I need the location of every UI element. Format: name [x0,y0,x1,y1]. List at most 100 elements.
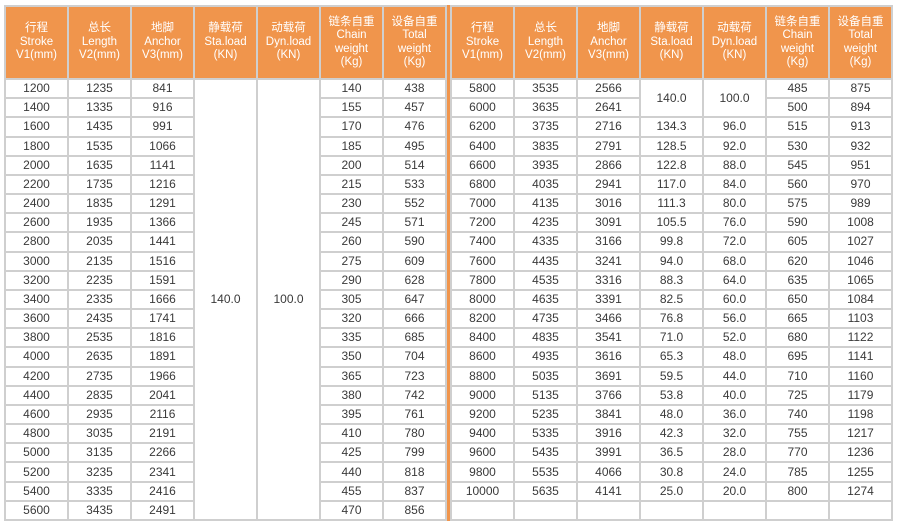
table-row: 2000 1635 1141 200 514 [4,154,447,176]
table-row: 1800 1535 1066 185 495 [4,135,447,157]
cell-length: 4135 [513,193,578,215]
cell-total-weight: 628 [382,269,447,291]
cell-length: 3935 [513,154,578,176]
cell-length: 3035 [67,423,132,445]
cell-stroke: 4800 [4,423,69,445]
cell-length: 5435 [513,442,578,464]
cell-length: 5335 [513,423,578,445]
cell-anchor: 1741 [130,308,195,330]
col-header-stroke: 行程 Stroke V1(mm) [450,5,515,80]
cell-dyn-load: 48.0 [702,346,767,368]
cell-dyn-load: 20.0 [702,480,767,502]
cell-total-weight: 818 [382,461,447,483]
cell-length: 3335 [67,480,132,502]
merged-cell-dyn-load: 100.0 [256,78,321,521]
cell-chain-weight: 230 [319,193,384,215]
cell-anchor: 3541 [576,327,641,349]
table-row: 4800 3035 2191 410 780 [4,423,447,445]
cell-stroke: 2800 [4,231,69,253]
cell-total-weight: 780 [382,423,447,445]
cell-anchor: 1141 [130,154,195,176]
cell-length: 4235 [513,212,578,234]
col-header-total-weight: 设备自重 Total weight (Kg) [382,5,447,80]
cell-anchor: 3841 [576,403,641,426]
table-row: 6800 4035 2941 117.0 84.0 560 970 [450,173,893,196]
cell-stroke: 6600 [450,154,515,176]
cell-anchor: 3616 [576,346,641,368]
table-row: 5200 3235 2341 440 818 [4,461,447,483]
cell-total-weight: 1046 [828,250,893,272]
cell-chain-weight: 755 [765,423,830,445]
cell-total-weight: 533 [382,173,447,196]
cell-anchor [576,499,641,522]
cell-chain-weight: 800 [765,480,830,502]
cell-stroke: 5000 [4,442,69,464]
cell-stroke: 2400 [4,193,69,215]
cell-stroke: 9200 [450,403,515,426]
table-row: 1200 1235 841 140.0 100.0 140 438 [4,77,447,521]
cell-chain-weight: 350 [319,346,384,368]
cell-length: 5235 [513,403,578,426]
spec-table-right: 行程 Stroke V1(mm) 总长 Length V2(mm) 地脚 Anchor V3(m… [450,5,893,522]
cell-sta-load: 128.5 [639,135,704,157]
cell-chain-weight: 155 [319,97,384,119]
cell-length: 3135 [67,442,132,464]
cell-anchor: 1216 [130,173,195,196]
table-row: 9600 5435 3991 36.5 28.0 770 1236 [450,442,893,464]
cell-dyn-load: 40.0 [702,384,767,406]
cell-total-weight: 894 [828,97,893,119]
cell-length: 2135 [67,250,132,272]
cell-anchor: 991 [130,116,195,138]
cell-chain-weight: 275 [319,250,384,272]
cell-total-weight: 913 [828,116,893,138]
cell-stroke: 1400 [4,97,69,119]
cell-length: 5035 [513,365,578,387]
cell-anchor: 3316 [576,269,641,291]
cell-stroke: 7400 [450,231,515,253]
cell-total-weight: 1217 [828,423,893,445]
cell-sta-load: 82.5 [639,288,704,311]
cell-total-weight: 723 [382,365,447,387]
cell-anchor: 2566 [576,77,641,100]
cell-anchor: 841 [130,77,195,100]
cell-sta-load: 134.3 [639,116,704,138]
cell-total-weight: 799 [382,442,447,464]
cell-sta-load: 105.5 [639,212,704,234]
cell-anchor: 3091 [576,212,641,234]
cell-anchor: 4141 [576,480,641,502]
cell-total-weight: 590 [382,231,447,253]
cell-length: 3735 [513,116,578,138]
col-header-stroke: 行程 Stroke V1(mm) [4,5,69,80]
cell-total-weight: 1179 [828,384,893,406]
table-row: 1400 1335 916 155 457 [4,97,447,119]
cell-total-weight: 552 [382,193,447,215]
cell-stroke: 10000 [450,480,515,502]
cell-total-weight: 666 [382,308,447,330]
cell-total-weight: 609 [382,250,447,272]
cell-stroke: 7800 [450,269,515,291]
cell-anchor: 916 [130,97,195,119]
table-row: 7200 4235 3091 105.5 76.0 590 1008 [450,212,893,234]
cell-sta-load: 88.3 [639,269,704,291]
cell-length: 3835 [513,135,578,157]
cell-anchor: 3691 [576,365,641,387]
cell-length: 2935 [67,403,132,426]
cell-chain-weight: 290 [319,269,384,291]
cell-total-weight: 1027 [828,231,893,253]
cell-chain-weight: 335 [319,327,384,349]
cell-chain-weight: 185 [319,135,384,157]
cell-chain-weight: 440 [319,461,384,483]
cell-length: 4435 [513,250,578,272]
table-row: 5000 3135 2266 425 799 [4,442,447,464]
cell-chain-weight: 200 [319,154,384,176]
cell-length: 3535 [513,77,578,100]
cell-length: 1335 [67,97,132,119]
col-header-chain-weight: 链条自重 Chain weight (Kg) [319,5,384,80]
table-row: 3000 2135 1516 275 609 [4,250,447,272]
cell-sta-load: 48.0 [639,403,704,426]
cell-length: 3435 [67,499,132,522]
cell-chain-weight: 620 [765,250,830,272]
cell-stroke: 9400 [450,423,515,445]
cell-stroke: 5800 [450,77,515,100]
cell-dyn-load: 24.0 [702,461,767,483]
